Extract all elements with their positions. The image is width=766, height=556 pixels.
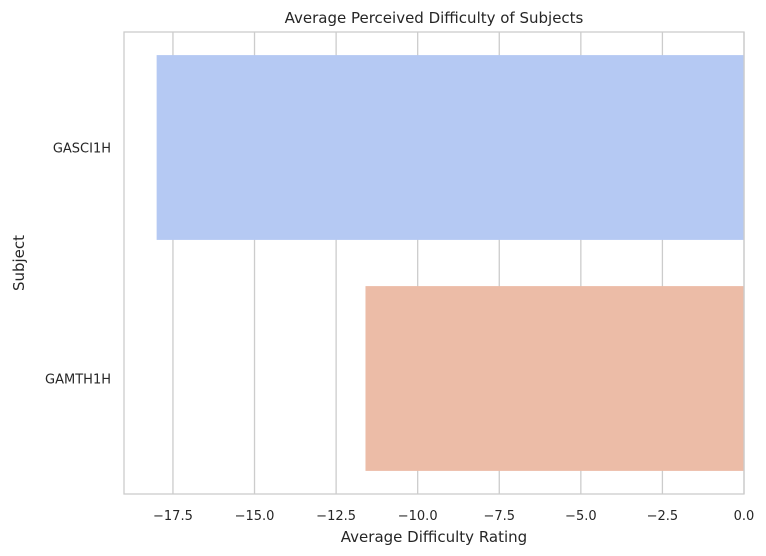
bar-gasci1h bbox=[157, 55, 744, 240]
x-tick-label: −10.0 bbox=[398, 509, 438, 524]
y-axis-label: Subject bbox=[10, 235, 28, 291]
x-tick-label: −7.5 bbox=[483, 509, 515, 524]
x-tick-label: −5.0 bbox=[565, 509, 597, 524]
x-tick-label: −17.5 bbox=[153, 509, 193, 524]
y-tick-label: GASCI1H bbox=[53, 142, 111, 157]
x-tick-label: −12.5 bbox=[316, 509, 356, 524]
x-tick-label: −15.0 bbox=[235, 509, 275, 524]
x-tick-labels: −17.5 −15.0 −12.5 −10.0 −7.5 −5.0 −2.5 0.0 bbox=[153, 509, 754, 524]
x-axis-label: Average Difficulty Rating bbox=[341, 528, 527, 546]
chart-title: Average Perceived Difficulty of Subjects bbox=[285, 9, 584, 27]
bar-gamth1h bbox=[365, 286, 744, 471]
y-tick-label: GAMTH1H bbox=[45, 373, 111, 388]
y-tick-labels: GASCI1H GAMTH1H bbox=[45, 142, 111, 388]
x-tick-label: 0.0 bbox=[734, 509, 755, 524]
bars bbox=[157, 55, 744, 471]
x-tick-label: −2.5 bbox=[647, 509, 679, 524]
